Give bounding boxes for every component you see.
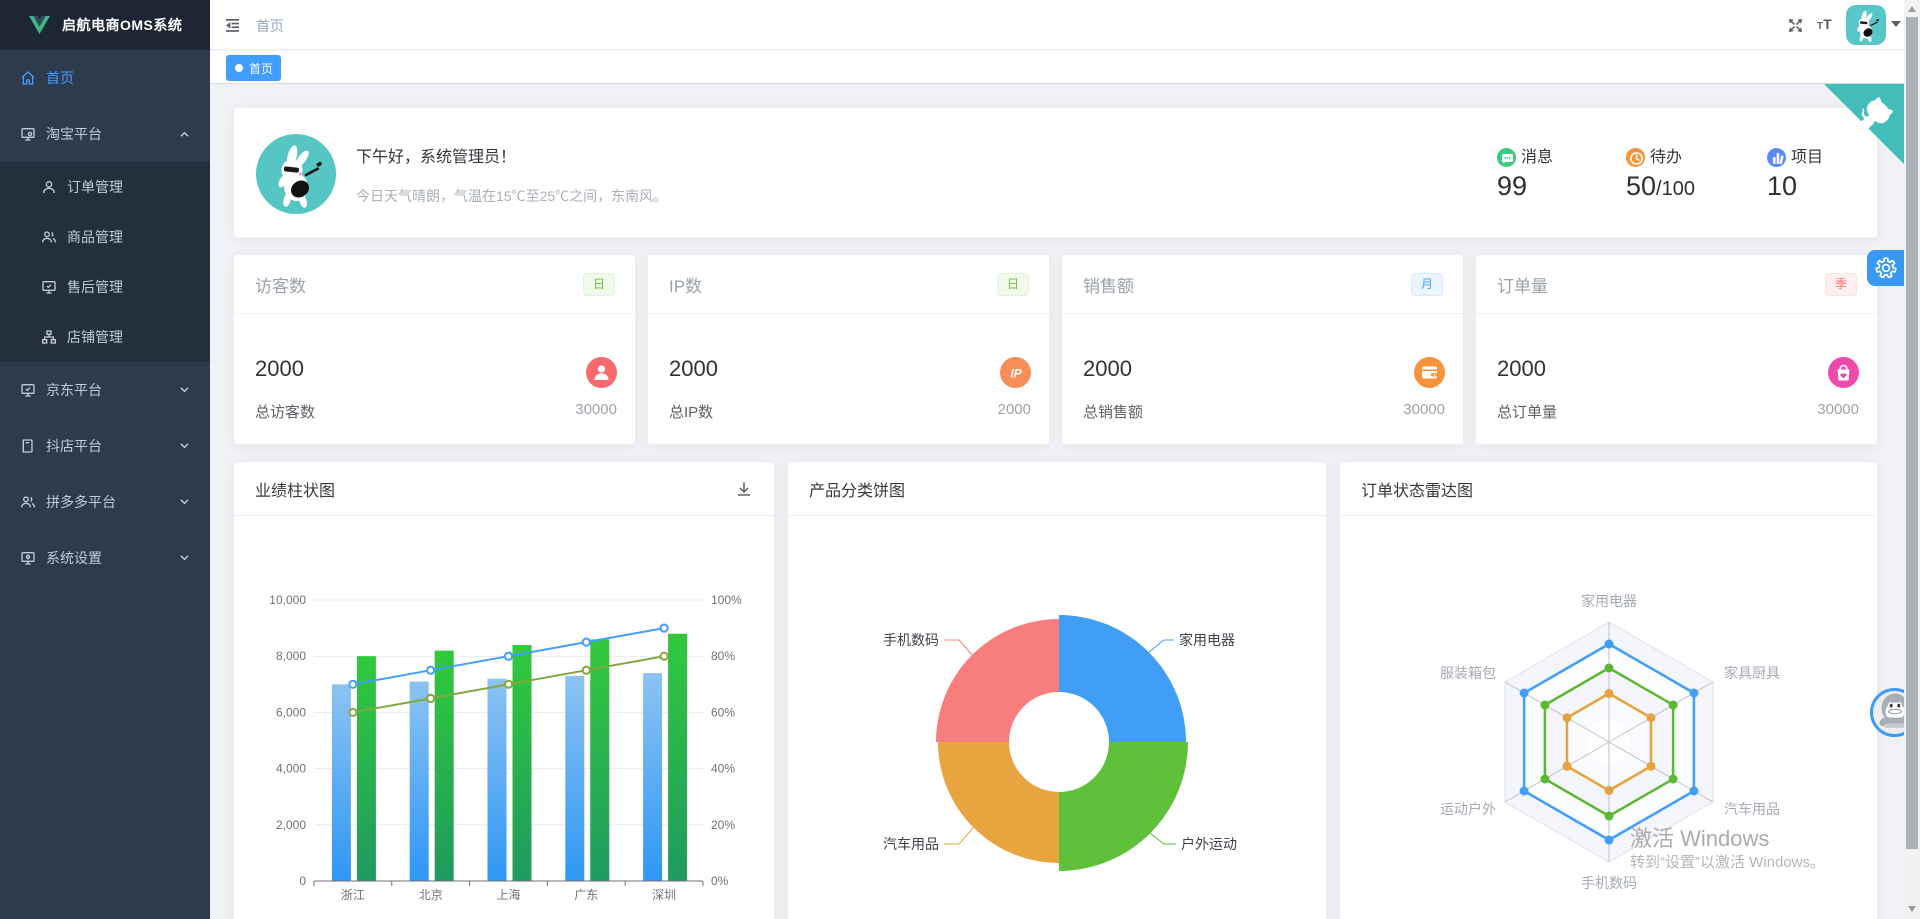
- svg-text:4,000: 4,000: [276, 762, 306, 776]
- svg-text:上海: 上海: [496, 887, 520, 902]
- svg-text:家用电器: 家用电器: [1179, 632, 1235, 648]
- svg-text:手机数码: 手机数码: [883, 632, 939, 648]
- svg-text:6,000: 6,000: [276, 705, 306, 719]
- svg-text:服装箱包: 服装箱包: [1440, 665, 1496, 681]
- svg-text:深圳: 深圳: [652, 888, 676, 902]
- svg-text:8,000: 8,000: [276, 649, 306, 663]
- svg-text:40%: 40%: [711, 762, 735, 776]
- svg-text:10,000: 10,000: [269, 593, 306, 607]
- svg-text:IP: IP: [1010, 367, 1022, 381]
- svg-text:户外运动: 户外运动: [1181, 836, 1237, 852]
- svg-text:手机数码: 手机数码: [1581, 875, 1637, 891]
- svg-text:100%: 100%: [711, 593, 742, 607]
- svg-text:0%: 0%: [711, 874, 729, 888]
- svg-text:20%: 20%: [711, 818, 735, 832]
- svg-text:汽车用品: 汽车用品: [883, 836, 939, 852]
- svg-text:汽车用品: 汽车用品: [1724, 801, 1780, 817]
- svg-text:运动户外: 运动户外: [1440, 801, 1496, 817]
- svg-text:60%: 60%: [711, 705, 735, 719]
- svg-text:家用电器: 家用电器: [1581, 593, 1637, 609]
- svg-text:浙江: 浙江: [341, 888, 365, 902]
- svg-text:2,000: 2,000: [276, 818, 306, 832]
- svg-text:0: 0: [299, 874, 306, 888]
- svg-text:80%: 80%: [711, 649, 735, 663]
- svg-text:广东: 广东: [574, 888, 598, 902]
- svg-text:家具厨具: 家具厨具: [1724, 665, 1780, 681]
- svg-text:北京: 北京: [419, 888, 443, 902]
